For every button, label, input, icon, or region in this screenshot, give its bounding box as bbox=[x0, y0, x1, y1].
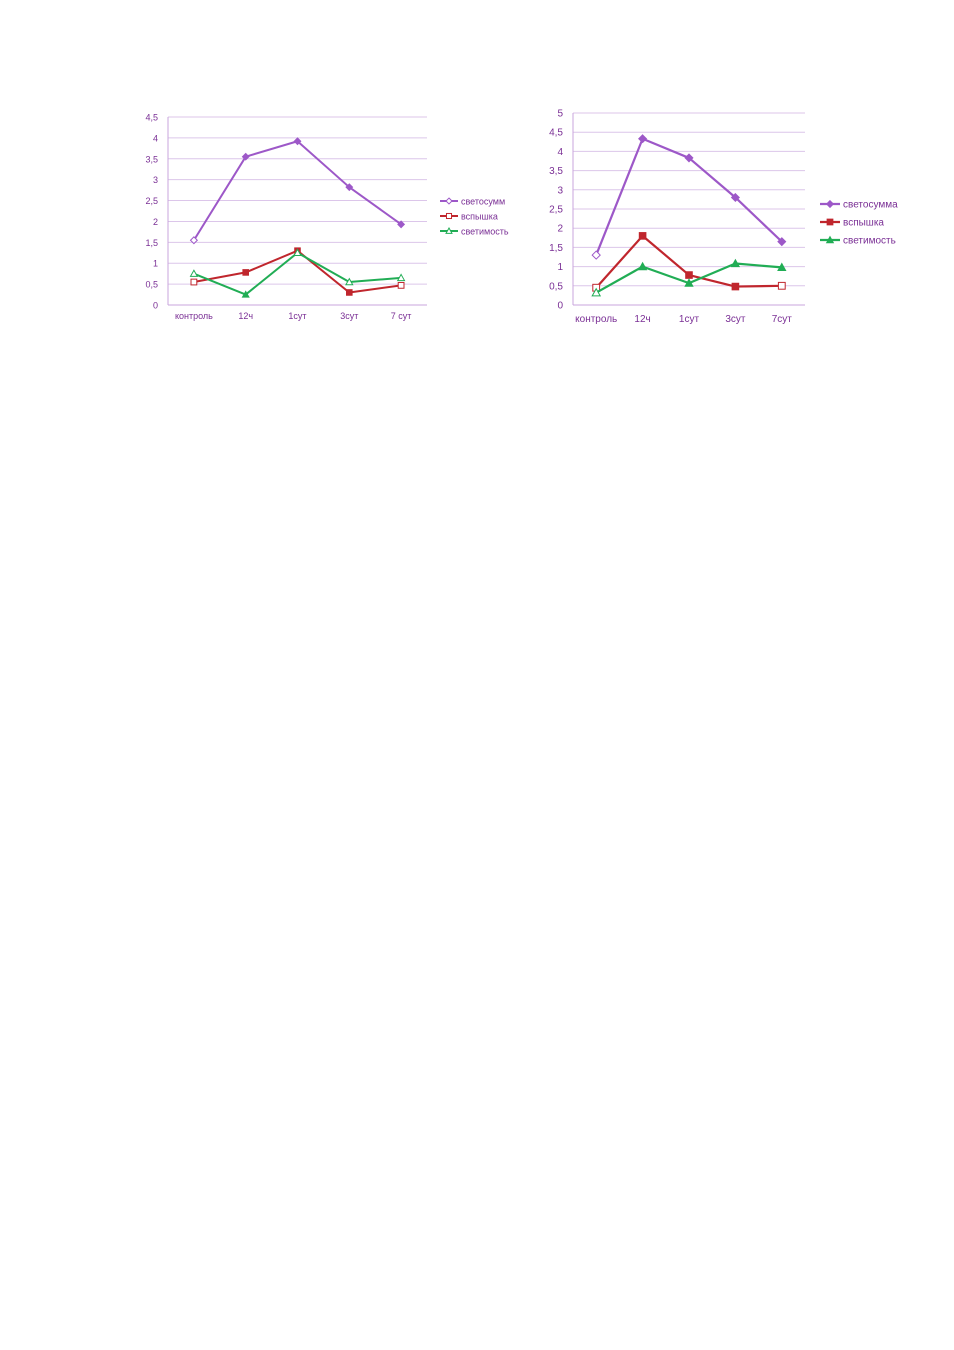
right-y-tick-label: 4 bbox=[557, 147, 563, 158]
left-series-1-point bbox=[346, 289, 353, 296]
right-legend-label-1: вспышка bbox=[843, 218, 884, 229]
left-series-2-point bbox=[396, 273, 406, 282]
left-legend-label-2: светимость bbox=[461, 227, 509, 237]
left-legend-marker-0 bbox=[445, 197, 453, 205]
right-series-0-point bbox=[684, 153, 694, 163]
left-series-2-point bbox=[241, 290, 250, 298]
right-x-tick-label: 1сут bbox=[679, 314, 700, 325]
right-x-tick-label: 7сут bbox=[772, 314, 793, 325]
left-series-1-point bbox=[242, 269, 249, 276]
left-legend-marker-2 bbox=[445, 226, 453, 234]
right-series-0-point bbox=[638, 134, 648, 144]
left-series-0-point bbox=[189, 236, 199, 245]
right-y-tick-label: 3 bbox=[557, 185, 563, 196]
right-x-tick-label: 12ч bbox=[634, 314, 650, 325]
left-y-tick-label: 0 bbox=[153, 301, 158, 311]
left-x-tick-label: 1сут bbox=[288, 311, 306, 321]
right-x-tick-label: контроль bbox=[575, 314, 617, 325]
left-x-tick-label: 12ч bbox=[238, 311, 253, 321]
right-legend-marker-2 bbox=[825, 235, 835, 244]
right-series-0-point bbox=[591, 250, 601, 260]
right-series-1-point bbox=[685, 271, 693, 279]
left-x-tick-label: контроль bbox=[175, 311, 213, 321]
left-x-tick-label: 3сут bbox=[340, 311, 358, 321]
left-y-tick-label: 3 bbox=[153, 175, 158, 185]
right-series-1-point bbox=[731, 282, 740, 291]
right-legend-marker-1 bbox=[826, 218, 834, 226]
right-y-tick-label: 1 bbox=[557, 262, 563, 273]
right-legend-label-2: светимость bbox=[843, 236, 896, 247]
left-x-tick-label: 7 сут bbox=[391, 311, 412, 321]
right-y-tick-label: 4,5 bbox=[549, 128, 563, 139]
right-legend-marker-0 bbox=[825, 199, 835, 209]
left-series-2-point bbox=[345, 277, 354, 286]
right-series-2-point bbox=[591, 287, 602, 297]
right-series-0-point bbox=[777, 237, 787, 247]
left-y-tick-label: 2,5 bbox=[145, 196, 158, 206]
left-series-0-point bbox=[345, 183, 354, 192]
left-series-0-point bbox=[293, 137, 302, 146]
left-series-2-point bbox=[189, 269, 199, 277]
left-legend-label-0: светосумм bbox=[461, 197, 505, 207]
right-series-2-point bbox=[684, 278, 694, 287]
left-y-tick-label: 1 bbox=[153, 259, 158, 269]
left-series-2-point bbox=[293, 248, 302, 256]
right-y-tick-label: 0 bbox=[557, 301, 563, 312]
left-y-tick-label: 4,5 bbox=[145, 113, 158, 123]
right-series-2-point bbox=[777, 262, 787, 271]
right-y-tick-label: 2 bbox=[557, 224, 563, 235]
left-y-tick-label: 1,5 bbox=[145, 238, 158, 248]
right-series-1-point bbox=[777, 281, 786, 290]
left-series-0-point bbox=[241, 152, 250, 161]
left-legend-marker-1 bbox=[445, 212, 453, 220]
right-x-tick-label: 3сут bbox=[725, 314, 746, 325]
right-y-tick-label: 5 bbox=[557, 109, 563, 120]
left-series-1-point bbox=[397, 281, 405, 289]
right-legend-label-0: светосумма bbox=[843, 200, 898, 211]
right-series-2-point bbox=[637, 261, 648, 271]
left-y-tick-label: 3,5 bbox=[145, 154, 158, 164]
right-series-1-point bbox=[638, 232, 647, 240]
right-y-tick-label: 0,5 bbox=[549, 281, 563, 292]
left-y-tick-label: 4 bbox=[153, 133, 158, 143]
left-y-tick-label: 2 bbox=[153, 217, 158, 227]
left-legend-label-1: вспышка bbox=[461, 212, 498, 222]
left-series-1-point bbox=[190, 278, 198, 286]
right-y-tick-label: 1,5 bbox=[549, 243, 563, 254]
left-y-tick-label: 0,5 bbox=[145, 280, 158, 290]
right-series-2-point bbox=[730, 258, 741, 268]
right-y-tick-label: 3,5 bbox=[549, 166, 563, 177]
left-series-0-point bbox=[397, 220, 406, 229]
right-y-tick-label: 2,5 bbox=[549, 205, 563, 216]
right-series-0-point bbox=[730, 192, 740, 203]
